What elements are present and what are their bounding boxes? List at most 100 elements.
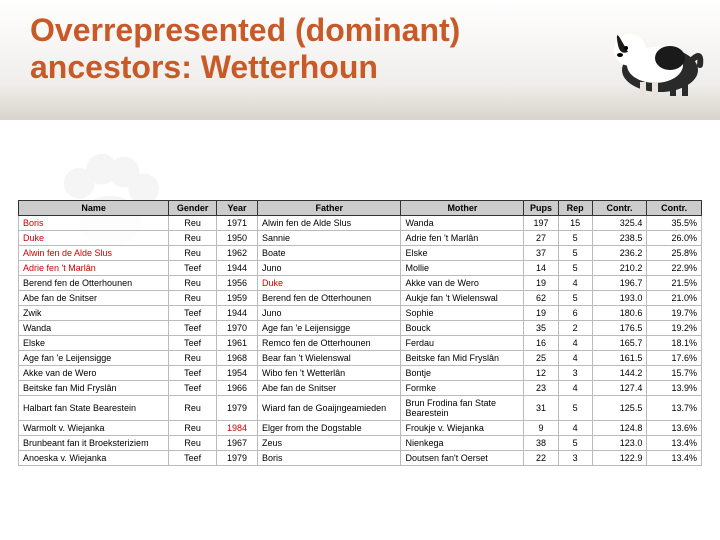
cell-gender: Teef — [169, 451, 217, 466]
cell-pups: 12 — [524, 366, 558, 381]
cell-pups: 27 — [524, 231, 558, 246]
cell-rep: 4 — [558, 336, 592, 351]
cell-mother: Bontje — [401, 366, 524, 381]
cell-rep: 5 — [558, 261, 592, 276]
cell-contr: 125.5 — [592, 396, 647, 421]
cell-father: Juno — [258, 261, 401, 276]
cell-contr: 161.5 — [592, 351, 647, 366]
cell-contr: 123.0 — [592, 436, 647, 451]
cell-contr: 236.2 — [592, 246, 647, 261]
cell-rep: 5 — [558, 231, 592, 246]
cell-year: 1944 — [217, 306, 258, 321]
cell-mother: Doutsen fan't Oerset — [401, 451, 524, 466]
cell-contr: 210.2 — [592, 261, 647, 276]
cell-gender: Teef — [169, 321, 217, 336]
cell-gender: Reu — [169, 231, 217, 246]
cell-mother: Akke van de Wero — [401, 276, 524, 291]
cell-gender: Teef — [169, 381, 217, 396]
cell-name: Berend fen de Otterhounen — [19, 276, 169, 291]
cell-rep: 2 — [558, 321, 592, 336]
cell-contr: 127.4 — [592, 381, 647, 396]
cell-contr: 176.5 — [592, 321, 647, 336]
cell-year: 1979 — [217, 396, 258, 421]
cell-father: Zeus — [258, 436, 401, 451]
table-row: Warmolt v. WiejankaReu1984Elger from the… — [19, 421, 702, 436]
table-row: ElskeTeef1961Remco fen de OtterhounenFer… — [19, 336, 702, 351]
cell-contrp: 13.7% — [647, 396, 702, 421]
cell-name: Akke van de Wero — [19, 366, 169, 381]
table-row: Akke van de WeroTeef1954Wibo fen 't Wett… — [19, 366, 702, 381]
col-name: Name — [19, 201, 169, 216]
cell-contr: 193.0 — [592, 291, 647, 306]
col-gender: Gender — [169, 201, 217, 216]
cell-name: Abe fan de Snitser — [19, 291, 169, 306]
table-container: Name Gender Year Father Mother Pups Rep … — [0, 120, 720, 476]
cell-rep: 4 — [558, 421, 592, 436]
cell-father: Age fan 'e Leijensigge — [258, 321, 401, 336]
table-row: Beitske fan Mid FryslânTeef1966Abe fan d… — [19, 381, 702, 396]
cell-year: 1954 — [217, 366, 258, 381]
col-contr: Contr. — [592, 201, 647, 216]
cell-rep: 3 — [558, 451, 592, 466]
cell-contrp: 21.0% — [647, 291, 702, 306]
cell-father: Bear fan 't Wielenswal — [258, 351, 401, 366]
cell-gender: Reu — [169, 421, 217, 436]
cell-contrp: 13.6% — [647, 421, 702, 436]
cell-pups: 14 — [524, 261, 558, 276]
cell-name: Anoeska v. Wiejanka — [19, 451, 169, 466]
cell-name: Elske — [19, 336, 169, 351]
cell-father: Juno — [258, 306, 401, 321]
cell-name: Adrie fen 't Marlân — [19, 261, 169, 276]
cell-name: Age fan 'e Leijensigge — [19, 351, 169, 366]
cell-father: Boate — [258, 246, 401, 261]
cell-year: 1956 — [217, 276, 258, 291]
cell-rep: 15 — [558, 216, 592, 231]
cell-contrp: 13.4% — [647, 451, 702, 466]
table-row: DukeReu1950SannieAdrie fen 't Marlân2752… — [19, 231, 702, 246]
cell-contr: 325.4 — [592, 216, 647, 231]
cell-gender: Teef — [169, 306, 217, 321]
slide-header: Overrepresented (dominant) ancestors: We… — [0, 0, 720, 120]
cell-year: 1944 — [217, 261, 258, 276]
cell-pups: 37 — [524, 246, 558, 261]
cell-pups: 35 — [524, 321, 558, 336]
cell-year: 1971 — [217, 216, 258, 231]
cell-contr: 180.6 — [592, 306, 647, 321]
col-year: Year — [217, 201, 258, 216]
cell-father: Duke — [258, 276, 401, 291]
cell-mother: Nienkega — [401, 436, 524, 451]
cell-pups: 23 — [524, 381, 558, 396]
cell-pups: 25 — [524, 351, 558, 366]
col-mother: Mother — [401, 201, 524, 216]
col-rep: Rep — [558, 201, 592, 216]
cell-father: Sannie — [258, 231, 401, 246]
cell-gender: Reu — [169, 246, 217, 261]
cell-year: 1950 — [217, 231, 258, 246]
cell-year: 1961 — [217, 336, 258, 351]
cell-contr: 122.9 — [592, 451, 647, 466]
cell-contr: 144.2 — [592, 366, 647, 381]
cell-year: 1962 — [217, 246, 258, 261]
cell-father: Wiard fan de Goaijngeamieden — [258, 396, 401, 421]
slide-title: Overrepresented (dominant) ancestors: We… — [30, 12, 570, 86]
cell-father: Abe fan de Snitser — [258, 381, 401, 396]
cell-contrp: 26.0% — [647, 231, 702, 246]
cell-rep: 5 — [558, 291, 592, 306]
cell-contr: 124.8 — [592, 421, 647, 436]
cell-gender: Teef — [169, 336, 217, 351]
cell-pups: 9 — [524, 421, 558, 436]
table-row: Berend fen de OtterhounenReu1956DukeAkke… — [19, 276, 702, 291]
cell-father: Boris — [258, 451, 401, 466]
cell-rep: 4 — [558, 351, 592, 366]
cell-gender: Reu — [169, 396, 217, 421]
cell-contrp: 21.5% — [647, 276, 702, 291]
cell-rep: 5 — [558, 436, 592, 451]
cell-pups: 16 — [524, 336, 558, 351]
cell-year: 1959 — [217, 291, 258, 306]
table-row: Halbart fan State BearesteinReu1979Wiard… — [19, 396, 702, 421]
cell-pups: 62 — [524, 291, 558, 306]
cell-year: 1967 — [217, 436, 258, 451]
cell-rep: 4 — [558, 276, 592, 291]
cell-gender: Teef — [169, 366, 217, 381]
cell-contrp: 35.5% — [647, 216, 702, 231]
